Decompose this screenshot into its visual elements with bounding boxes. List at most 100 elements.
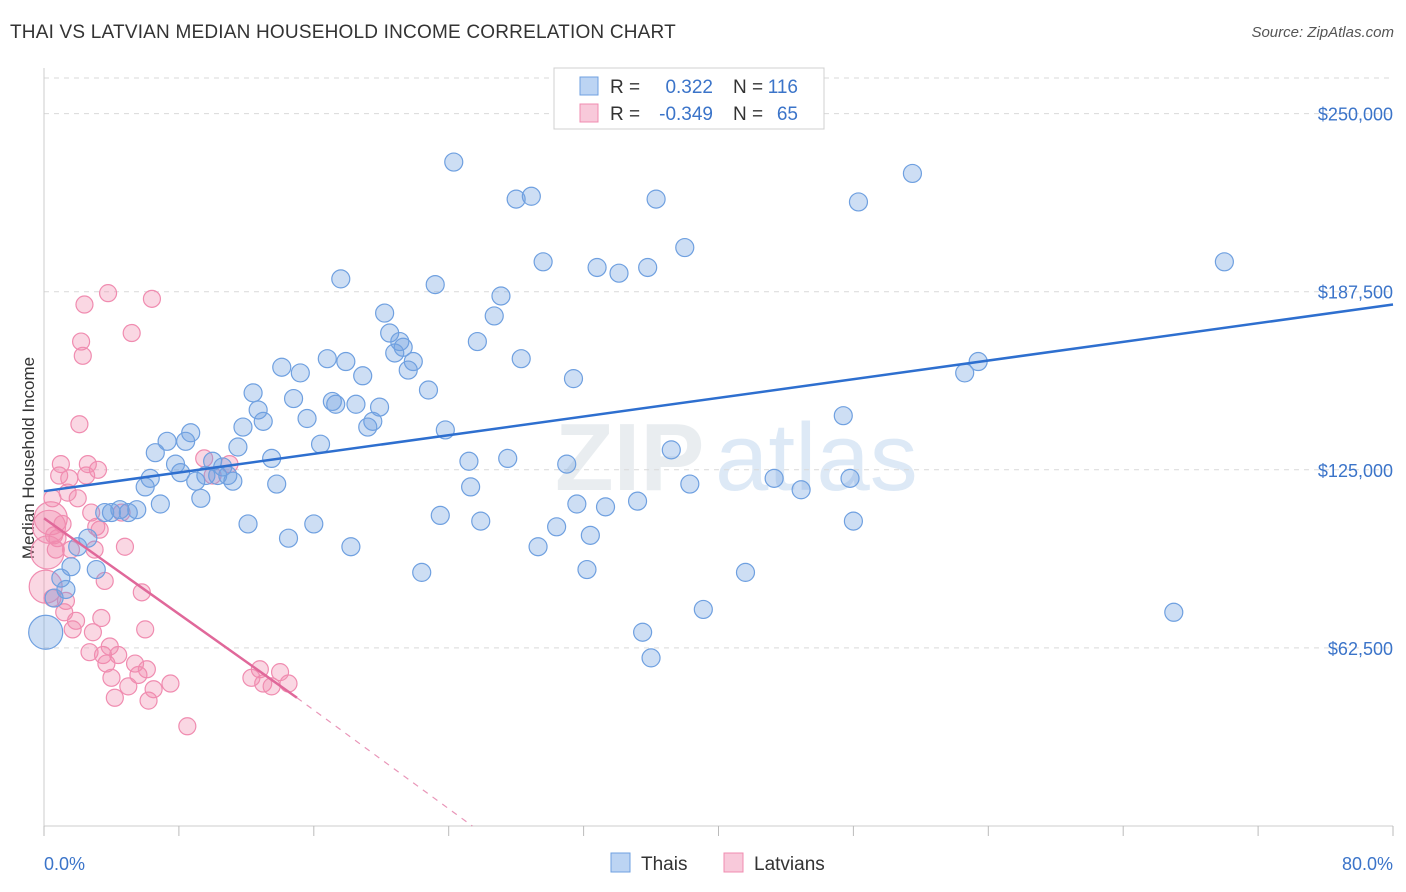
thais-point-93 — [641, 648, 661, 668]
thais-point-7 — [86, 559, 106, 580]
thais-swatch — [579, 76, 599, 96]
thais-point-71 — [467, 331, 487, 352]
thais-point-106 — [902, 163, 923, 184]
thais-point-68 — [444, 152, 464, 172]
thais-point-42 — [297, 408, 317, 429]
legend-latvians-label: Latvians — [754, 854, 825, 875]
thais-point-69 — [459, 451, 479, 471]
thais-point-29 — [223, 471, 243, 491]
thais-point-30 — [228, 437, 248, 457]
thais-point-43 — [304, 514, 324, 534]
thais-point-35 — [253, 411, 273, 431]
thais-point-21 — [181, 423, 201, 443]
thais-point-89 — [609, 263, 629, 283]
latvians-point-52 — [144, 680, 163, 699]
latvians-point-48 — [136, 620, 155, 639]
thais-point-38 — [272, 357, 292, 377]
latvians-n-value: 65 — [777, 104, 798, 125]
thais-point-102 — [833, 406, 853, 426]
thais-point-34 — [248, 400, 268, 420]
thais-point-94 — [646, 189, 666, 209]
thais-point-52 — [353, 366, 373, 386]
legend-thais-label: Thais — [641, 854, 687, 875]
thais-point-49 — [336, 351, 356, 372]
latvians-r-value: -0.349 — [659, 104, 713, 125]
thais-point-76 — [511, 349, 531, 369]
latvians-point-42 — [115, 537, 135, 556]
y-tick-label-2: $187,500 — [1318, 283, 1393, 303]
thais-point-98 — [693, 599, 713, 620]
thais-point-50 — [341, 537, 361, 557]
legend-latvians-swatch — [723, 852, 744, 873]
thais-point-87 — [587, 257, 607, 278]
latvians-point-30 — [88, 460, 108, 479]
thais-point-75 — [498, 448, 518, 469]
thais-point-8 — [95, 502, 115, 523]
thais-point-48 — [331, 269, 351, 289]
watermark: ZIP atlas — [555, 404, 918, 511]
thais-point-63 — [412, 562, 432, 582]
thais-point-78 — [521, 186, 541, 206]
series-legend: Thais Latvians — [610, 852, 825, 875]
chart-source: Source: ZipAtlas.com — [1251, 24, 1394, 41]
thais-point-91 — [633, 622, 653, 642]
latvians-point-49 — [137, 660, 156, 679]
latvians-point-7 — [48, 529, 67, 548]
thais-point-3 — [56, 579, 76, 600]
latvians-point-44 — [122, 323, 141, 343]
thais-point-103 — [840, 468, 860, 488]
thais-n-value: 116 — [768, 77, 798, 98]
thais-trend-line — [43, 303, 1394, 493]
latvians-point-18 — [68, 489, 87, 508]
y-tick-label-3: $250,000 — [1318, 105, 1393, 125]
latvians-point-22 — [75, 295, 94, 314]
thais-point-4 — [61, 557, 81, 577]
thais-point-40 — [283, 388, 304, 409]
thais-point-46 — [322, 391, 342, 412]
thais-point-65 — [425, 274, 445, 295]
thais-point-39 — [278, 528, 299, 548]
thais-point-16 — [150, 494, 170, 514]
thais-point-66 — [430, 505, 450, 526]
thais-point-72 — [471, 511, 491, 531]
y-tick-label-1: $125,000 — [1318, 461, 1393, 481]
axes — [43, 68, 1394, 836]
thais-point-82 — [557, 454, 577, 474]
y-tick-label-0: $62,500 — [1328, 639, 1393, 659]
latvians-point-25 — [80, 643, 99, 662]
thais-point-55 — [369, 397, 390, 417]
latvians-point-9 — [51, 455, 70, 474]
latvians-point-45 — [125, 654, 145, 673]
thais-point-70 — [461, 477, 481, 497]
stats-legend-box — [553, 67, 825, 130]
thais-point-60 — [393, 337, 413, 357]
thais-point-104 — [843, 511, 864, 531]
thais-point-0 — [28, 614, 64, 650]
thais-point-83 — [563, 369, 584, 389]
latvians-point-20 — [71, 332, 91, 351]
thais-point-86 — [580, 525, 600, 545]
y-tick-labels: $62,500 $125,000 $187,500 $250,000 — [1318, 105, 1393, 659]
latvians-point-43 — [119, 677, 138, 696]
latvians-point-23 — [77, 466, 96, 485]
thais-point-51 — [346, 394, 366, 414]
latvians-point-4 — [43, 489, 62, 508]
thais-point-74 — [491, 286, 511, 306]
latvians-point-14 — [60, 469, 79, 488]
latvians-point-39 — [105, 688, 124, 707]
y-axis-label: Median Household Income — [19, 357, 38, 559]
thais-point-64 — [418, 380, 439, 400]
thais-point-99 — [735, 562, 756, 582]
thais-point-41 — [290, 363, 310, 383]
latvians-n-label: N = — [733, 104, 763, 125]
latvians-point-54 — [178, 717, 197, 736]
latvians-point-17 — [66, 611, 86, 630]
latvians-point-6 — [46, 540, 65, 559]
thais-point-12 — [127, 500, 147, 520]
x-tick-max: 80.0% — [1342, 854, 1393, 874]
latvians-points — [28, 284, 298, 736]
thais-point-96 — [675, 237, 695, 258]
watermark-atlas: atlas — [715, 404, 918, 511]
latvians-swatch — [579, 103, 599, 123]
